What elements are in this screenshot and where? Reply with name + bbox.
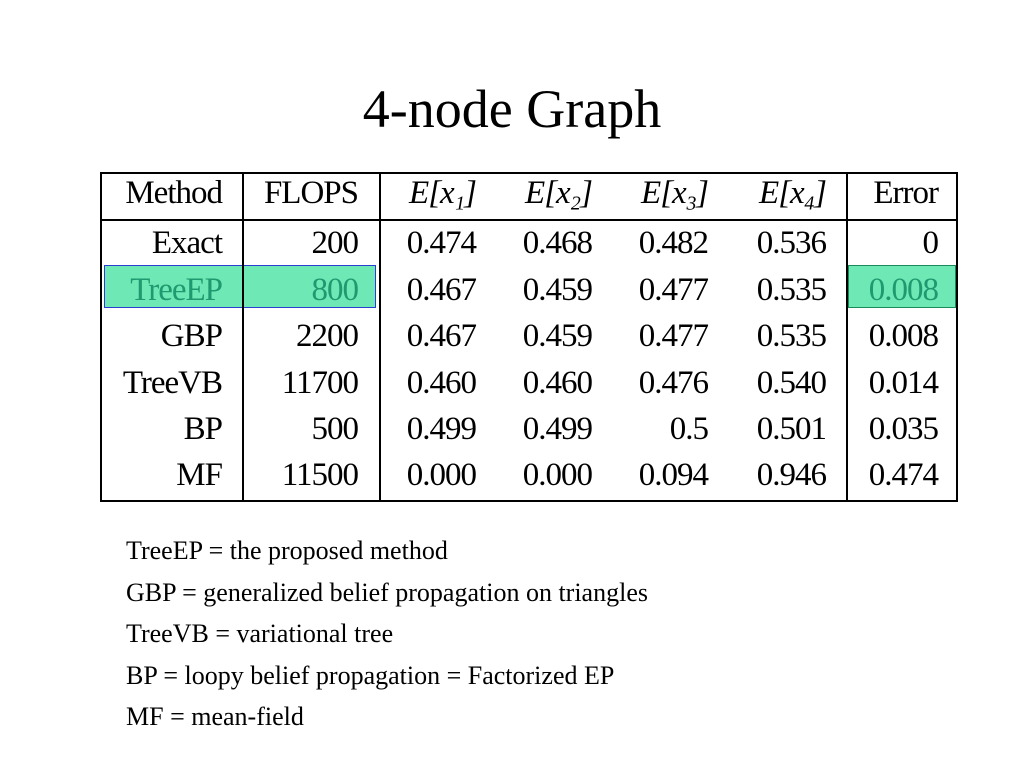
table-cell: 0.501 bbox=[756, 411, 827, 447]
highlight bbox=[848, 265, 956, 308]
table-cell: 0.014 bbox=[868, 365, 939, 401]
column-rule bbox=[379, 172, 381, 502]
table-cell: 0.477 bbox=[638, 272, 709, 308]
table-cell: GBP bbox=[160, 318, 223, 354]
header-cell: E[x₁] bbox=[409, 175, 477, 211]
note: GBP = generalized belief propagation on … bbox=[126, 577, 648, 607]
header-cell: E[x₃] bbox=[641, 175, 709, 211]
table-cell: 0.035 bbox=[868, 411, 939, 447]
table-cell: 0.536 bbox=[756, 225, 827, 261]
note: BP = loopy belief propagation = Factoriz… bbox=[126, 660, 615, 690]
table-cell: 0.474 bbox=[406, 225, 477, 261]
table-cell: 0.499 bbox=[522, 411, 593, 447]
table-cell: 200 bbox=[311, 225, 359, 261]
header-rule bbox=[100, 219, 958, 221]
table-cell: 0.094 bbox=[638, 457, 709, 493]
highlight bbox=[104, 265, 376, 308]
table-cell: Exact bbox=[151, 225, 223, 261]
table-cell: 500 bbox=[311, 411, 359, 447]
table-cell: 0.460 bbox=[406, 365, 477, 401]
header-cell: FLOPS bbox=[263, 175, 359, 211]
table-cell: 0.476 bbox=[638, 365, 709, 401]
table-cell: 0.482 bbox=[638, 225, 709, 261]
note: TreeVB = variational tree bbox=[126, 619, 394, 648]
table-cell: 0.499 bbox=[406, 411, 477, 447]
note: TreeEP = the proposed method bbox=[126, 536, 448, 565]
table-cell: 800 bbox=[311, 272, 359, 308]
header-cell: Method bbox=[125, 175, 223, 211]
table-cell: 0.540 bbox=[756, 365, 827, 401]
table-cell: 0.467 bbox=[406, 272, 477, 308]
table-frame bbox=[100, 172, 958, 502]
table-cell: 2200 bbox=[296, 318, 359, 354]
table-cell: 0.5 bbox=[669, 411, 709, 447]
table-cell: 11700 bbox=[281, 365, 359, 401]
table-cell: 0.008 bbox=[868, 318, 939, 354]
table-cell: BP bbox=[183, 411, 223, 447]
table-cell: TreeEP bbox=[130, 272, 223, 308]
table-cell: 0.008 bbox=[868, 272, 939, 308]
table-cell: 0.000 bbox=[522, 457, 593, 493]
table-cell: 0.460 bbox=[522, 365, 593, 401]
table-cell: 0.535 bbox=[756, 318, 827, 354]
note: MF = mean-field bbox=[126, 702, 304, 731]
header-cell: Error bbox=[873, 175, 939, 211]
table-cell: 0.477 bbox=[638, 318, 709, 354]
slide-title: 4-node Graph bbox=[362, 79, 662, 139]
table-cell: 0.468 bbox=[522, 225, 593, 261]
table-cell: 11500 bbox=[281, 457, 359, 493]
table-cell: 0.459 bbox=[522, 318, 593, 354]
table-cell: 0.474 bbox=[868, 457, 939, 493]
table-cell: 0.467 bbox=[406, 318, 477, 354]
table-cell: 0.946 bbox=[756, 457, 827, 493]
table-cell: MF bbox=[176, 457, 223, 493]
table-cell: 0.535 bbox=[756, 272, 827, 308]
column-rule bbox=[242, 172, 244, 502]
table-cell: 0.000 bbox=[406, 457, 477, 493]
table-cell: TreeVB bbox=[122, 365, 223, 401]
table-cell: 0 bbox=[922, 225, 939, 261]
header-cell: E[x₂] bbox=[525, 175, 593, 211]
header-cell: E[x₄] bbox=[759, 175, 827, 211]
column-rule bbox=[846, 172, 848, 502]
table-cell: 0.459 bbox=[522, 272, 593, 308]
